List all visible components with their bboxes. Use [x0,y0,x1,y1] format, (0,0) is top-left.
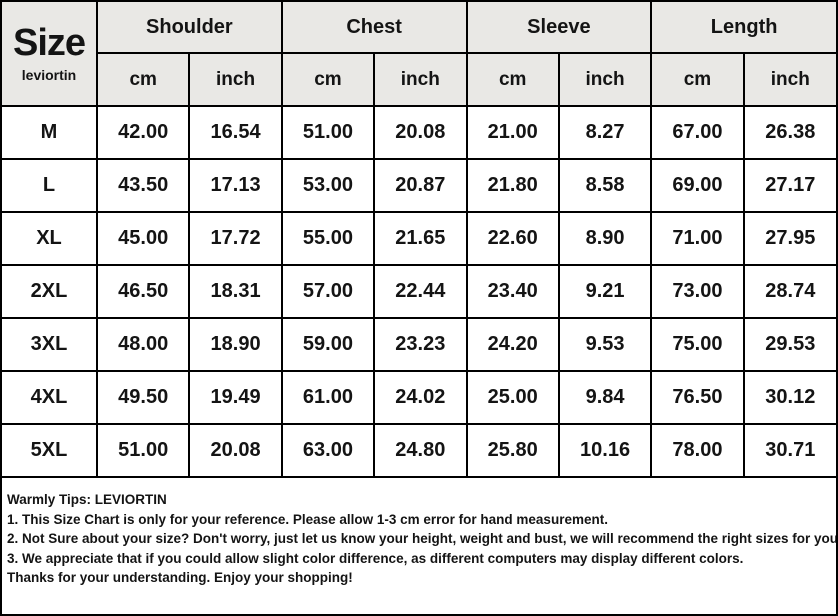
measurement-cell: 26.38 [742,105,836,160]
measurement-cell: 51.00 [280,105,376,160]
measurement-cell: 30.12 [742,370,836,425]
measurement-cell: 9.21 [557,264,653,319]
measurement-cell: 67.00 [650,105,745,160]
measurement-cell: 53.00 [280,158,376,213]
unit-header-sleeve-cm: cm [465,52,560,107]
unit-header-shoulder-cm: cm [97,52,191,107]
size-row-5xl: 5XL 51.00 20.08 63.00 24.80 25.80 10.16 … [2,423,836,478]
measurement-cell: 24.20 [465,317,560,372]
measurement-cell: 75.00 [650,317,745,372]
size-row-l: L 43.50 17.13 53.00 20.87 21.80 8.58 69.… [2,158,836,213]
measurement-cell: 61.00 [280,370,376,425]
measurement-cell: 63.00 [280,423,376,478]
measurement-cell: 21.00 [465,105,560,160]
measurement-cell: 21.80 [465,158,560,213]
size-label: XL [2,211,98,266]
size-row-xl: XL 45.00 17.72 55.00 21.65 22.60 8.90 71… [2,211,836,266]
thanks-line: Thanks for your understanding. Enjoy you… [7,570,353,585]
measurement-cell: 18.90 [188,317,283,372]
measurement-cell: 22.44 [373,264,468,319]
measurement-cell: 23.23 [373,317,468,372]
size-label: 2XL [2,264,98,319]
note-line-1: 1. This Size Chart is only for your refe… [7,511,608,527]
measurement-cell: 19.49 [188,370,283,425]
unit-header-length-cm: cm [650,52,745,107]
warmly-tips-line: Warmly Tips: LEVIORTIN [7,492,167,507]
measurement-cell: 21.65 [373,211,468,266]
column-group-shoulder: Shoulder [96,2,283,54]
unit-header-sleeve-inch: inch [557,52,653,107]
measurement-cell: 17.72 [188,211,283,266]
measurement-cell: 51.00 [95,423,191,478]
measurement-cell: 55.00 [280,211,376,266]
column-group-sleeve: Sleeve [465,2,653,54]
column-group-chest: Chest [280,2,468,54]
measurement-cell: 78.00 [650,423,745,478]
header-group-row: Size leviortin Shoulder Chest Sleeve Len… [2,2,836,107]
measurement-cell: 8.58 [557,158,653,213]
size-row-3xl: 3XL 48.00 18.90 59.00 23.23 24.20 9.53 7… [2,317,836,372]
measurement-cell: 17.13 [188,158,283,213]
measurement-cell: 27.17 [742,158,836,213]
measurement-cell: 46.50 [95,264,191,319]
measurement-cell: 23.40 [465,264,560,319]
measurement-cell: 9.84 [557,370,653,425]
size-row-4xl: 4XL 49.50 19.49 61.00 24.02 25.00 9.84 7… [2,370,836,425]
measurement-cell: 8.90 [557,211,653,266]
measurement-cell: 42.00 [95,105,191,160]
measurement-cell: 18.31 [188,264,283,319]
measurement-cell: 59.00 [280,317,376,372]
measurement-cell: 20.08 [188,423,283,478]
note-line-2: 2. Not Sure about your size? Don't worry… [7,531,838,546]
measurement-cell: 45.00 [95,211,191,266]
size-table: Size leviortin Shoulder Chest Sleeve Len… [2,2,836,478]
size-label: M [2,105,98,160]
size-label: L [2,158,98,213]
measurement-cell: 25.80 [465,423,560,478]
measurement-cell: 24.80 [373,423,468,478]
measurement-cell: 24.02 [373,370,468,425]
size-row-m: M 42.00 16.54 51.00 20.08 21.00 8.27 67.… [2,105,836,160]
size-corner-cell: Size leviortin [2,2,98,107]
measurement-cell: 30.71 [742,423,836,478]
measurement-cell: 73.00 [650,264,745,319]
header-unit-row: cm inch cm inch cm inch cm inch [2,52,836,107]
footer-notes: Warmly Tips: LEVIORTIN 1. This Size Char… [2,478,836,588]
measurement-cell: 27.95 [742,211,836,266]
column-group-length: Length [650,2,836,54]
measurement-cell: 25.00 [465,370,560,425]
size-row-2xl: 2XL 46.50 18.31 57.00 22.44 23.40 9.21 7… [2,264,836,319]
measurement-cell: 71.00 [650,211,745,266]
measurement-cell: 9.53 [557,317,653,372]
measurement-cell: 48.00 [95,317,191,372]
measurement-cell: 76.50 [650,370,745,425]
measurement-cell: 16.54 [188,105,283,160]
size-title: Size [12,22,86,64]
unit-header-chest-inch: inch [373,52,468,107]
measurement-cell: 8.27 [557,105,653,160]
measurement-cell: 22.60 [465,211,560,266]
note-line-3: 3. We appreciate that if you could allow… [7,550,744,566]
measurement-cell: 10.16 [557,423,653,478]
measurement-cell: 20.08 [373,105,468,160]
measurement-cell: 57.00 [280,264,376,319]
measurement-cell: 20.87 [373,158,468,213]
unit-header-length-inch: inch [742,52,836,107]
measurement-cell: 29.53 [742,317,836,372]
size-label: 5XL [2,423,98,478]
unit-header-chest-cm: cm [280,52,376,107]
unit-header-shoulder-inch: inch [188,52,283,107]
size-label: 4XL [2,370,98,425]
measurement-cell: 28.74 [742,264,836,319]
brand-label: leviortin [21,67,77,83]
size-label: 3XL [2,317,98,372]
measurement-cell: 69.00 [650,158,745,213]
measurement-cell: 43.50 [95,158,191,213]
measurement-cell: 49.50 [95,370,191,425]
